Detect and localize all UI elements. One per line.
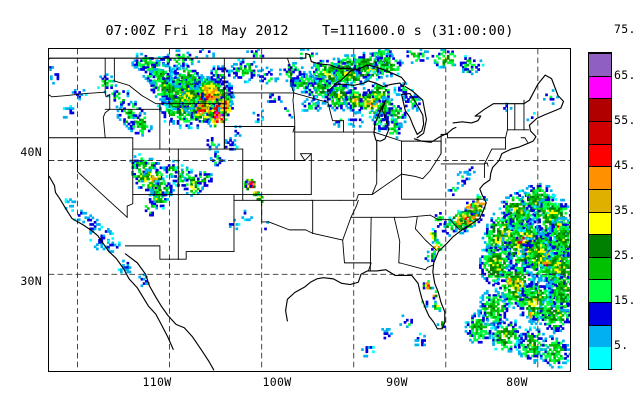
colorbar-swatch (589, 143, 611, 167)
x-tick-label: 110W (142, 375, 172, 389)
colorbar-swatch (589, 324, 611, 348)
colorbar-swatch (589, 53, 611, 76)
colorbar-swatch (589, 98, 611, 121)
reflectivity-field (49, 49, 570, 369)
colorbar-tick-label: 55. (614, 112, 636, 127)
colorbar-swatch (589, 75, 611, 99)
colorbar-tick-label: 75. (614, 22, 636, 37)
plot-title: 07:00Z Fri 18 May 2012 T=111600.0 s (31:… (105, 23, 514, 39)
x-tick-label: 80W (506, 375, 528, 389)
colorbar-swatch (589, 211, 611, 235)
x-tick-label: 100W (262, 375, 292, 389)
colorbar-swatch (589, 279, 611, 303)
latlon-grid (49, 49, 570, 371)
colorbar-swatch (589, 256, 611, 280)
colorbar-swatch (589, 120, 611, 144)
colorbar-tick-label: 5. (614, 338, 629, 353)
colorbar-swatch (589, 234, 611, 257)
colorbar-swatch (589, 166, 611, 189)
map-plot-area[interactable] (48, 48, 571, 372)
x-tick-label: 90W (386, 375, 408, 389)
colorbar[interactable] (588, 52, 612, 370)
colorbar-tick-label: 35. (614, 203, 636, 217)
colorbar-tick-label: 25. (614, 248, 636, 263)
colorbar-tick-label: 15. (614, 293, 636, 308)
colorbar-tick-label: 45. (614, 157, 636, 172)
colorbar-tick-label: 65. (614, 67, 636, 82)
y-tick-label: 40N (20, 145, 42, 159)
colorbar-swatch (589, 347, 611, 369)
colorbar-swatch (589, 302, 611, 325)
y-tick-label: 30N (20, 274, 42, 288)
map-boundaries (49, 53, 565, 371)
map-canvas (49, 49, 570, 371)
colorbar-swatch (589, 188, 611, 212)
